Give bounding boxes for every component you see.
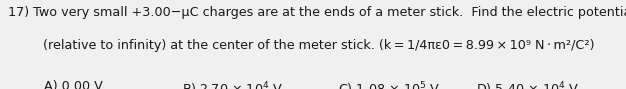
Text: A) 0.00 V: A) 0.00 V <box>44 80 103 89</box>
Text: D) 5.40 $\times$ 10$^4$ V: D) 5.40 $\times$ 10$^4$ V <box>476 80 579 89</box>
Text: C) 1.08 $\times$ 10$^5$ V: C) 1.08 $\times$ 10$^5$ V <box>338 80 440 89</box>
Text: 17) Two very small +3.00−μC charges are at the ends of a meter stick.  Find the : 17) Two very small +3.00−μC charges are … <box>8 6 626 19</box>
Text: B) 2.70 $\times$ 10$^4$ V: B) 2.70 $\times$ 10$^4$ V <box>182 80 282 89</box>
Text: (relative to infinity) at the center of the meter stick. (k = 1/4πε0 = 8.99 × 10: (relative to infinity) at the center of … <box>43 39 594 52</box>
